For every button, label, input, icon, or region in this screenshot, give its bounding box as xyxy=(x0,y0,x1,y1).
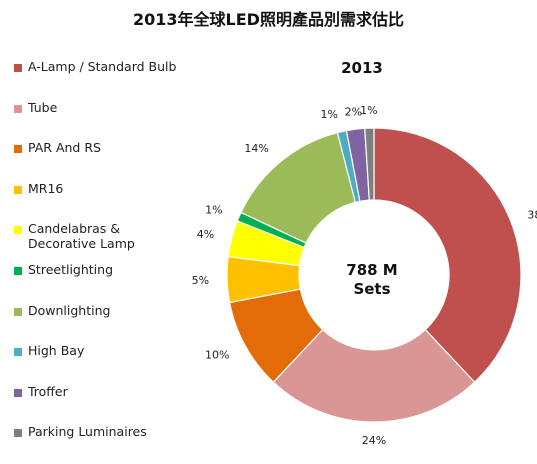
legend-label: A-Lamp / Standard Bulb xyxy=(28,59,177,74)
slice-pct-label: 1% xyxy=(360,104,377,117)
slice-pct-label: 4% xyxy=(197,228,214,241)
legend-label: Parking Luminaires xyxy=(28,424,147,440)
center-label-line2: Sets xyxy=(353,280,390,298)
legend-item: High Bay xyxy=(14,342,214,383)
slice-pct-label: 10% xyxy=(205,348,229,361)
legend-label: MR16 xyxy=(28,180,64,196)
legend-swatch xyxy=(14,185,22,194)
slice-pct-label: 2% xyxy=(345,105,362,118)
donut-slice xyxy=(373,127,522,384)
slice-pct-label: 14% xyxy=(244,142,268,155)
pct-labels-group: 38%24%10%5%4%1%14%1%2%1% xyxy=(192,104,537,447)
slice-pct-label: 5% xyxy=(192,274,209,287)
slices-group xyxy=(226,127,522,423)
legend-label: Downlighting xyxy=(28,302,111,318)
chart-subtitle: 2013 xyxy=(341,59,383,77)
legend-label: Candelabras & Decorative Lamp xyxy=(28,221,135,252)
donut-slice xyxy=(272,328,476,423)
chart-title: 2013年全球LED照明產品別需求估比 xyxy=(133,10,404,29)
legend-label: Streetlighting xyxy=(28,261,114,277)
legend-label: Troffer xyxy=(28,383,68,399)
legend-item: A-Lamp / Standard Bulb xyxy=(14,58,214,99)
donut-slice xyxy=(364,127,375,201)
legend-item: Parking Luminaires xyxy=(14,423,214,464)
legend-item: Candelabras & Decorative Lamp xyxy=(14,220,214,261)
legend-label: High Bay xyxy=(28,343,85,359)
legend-swatch xyxy=(14,388,22,397)
legend-item: Troffer xyxy=(14,383,214,424)
slice-pct-label: 38% xyxy=(527,208,537,221)
slice-pct-label: 24% xyxy=(362,434,386,447)
legend-item: PAR And RS xyxy=(14,139,214,180)
legend-swatch xyxy=(14,64,22,72)
legend-label: PAR And RS xyxy=(28,140,101,156)
legend-item: Streetlighting xyxy=(14,261,214,302)
legend-item: Tube xyxy=(14,99,214,140)
legend-swatch xyxy=(14,104,22,113)
center-label-line1: 788 M xyxy=(346,261,397,279)
legend-item: Downlighting xyxy=(14,302,214,343)
legend-swatch xyxy=(14,348,22,357)
legend: A-Lamp / Standard Bulb Tube PAR And RS MR16… xyxy=(14,58,214,464)
legend-swatch xyxy=(14,429,22,438)
slice-pct-label: 1% xyxy=(205,203,222,216)
legend-item: MR16 xyxy=(14,180,214,221)
legend-swatch xyxy=(14,226,22,235)
donut-chart: 2013 38%24%10%5%4%1%14%1%2%1% 788 M Sets xyxy=(192,59,537,447)
legend-label: Tube xyxy=(28,99,58,115)
legend-swatch xyxy=(14,307,22,316)
slice-pct-label: 1% xyxy=(321,108,338,121)
legend-swatch xyxy=(14,266,22,275)
legend-swatch xyxy=(14,145,22,154)
